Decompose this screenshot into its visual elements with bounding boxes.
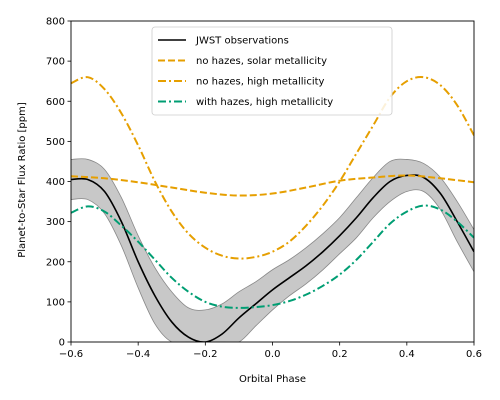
x-tick-label: 0.6 [466,349,482,360]
legend-label-jwst-observations: JWST observations [195,36,289,47]
legend-box [151,26,393,116]
y-axis-label: Planet-to-Star Flux Ratio [ppm] [17,102,28,258]
y-tick-label: 500 [46,137,65,148]
y-tick-label: 100 [46,297,65,308]
x-tick-label: −0.2 [193,349,217,360]
plot-area [71,76,474,342]
y-tick-label: 600 [46,97,65,108]
x-tick-label: 0.0 [265,349,281,360]
legend-label-no-hazes-solar-metallicity: no hazes, solar metallicity [196,56,327,67]
jwst-observations-upper-bound [71,158,474,311]
x-tick-label: −0.4 [126,349,150,360]
x-tick-label: −0.6 [59,349,83,360]
x-tick-label: 0.4 [399,349,415,360]
y-tick-label: 200 [46,257,65,268]
no-hazes-high-metallicity-line [71,76,474,260]
y-tick-label: 700 [46,57,65,68]
with-hazes-high-metallicity-line [71,204,474,309]
legend: JWST observations no hazes, solar metalli… [151,26,393,116]
y-tick-label: 400 [46,177,65,188]
y-tick-label: 0 [59,338,65,349]
axes: −0.6 −0.4 −0.2 0.0 0.2 0.4 0.6 0 100 200 300 400 500… [46,17,482,361]
legend-label-no-hazes-high-metallicity: no hazes, high metallicity [196,77,325,88]
y-tick-label: 300 [46,217,65,228]
jwst-observations-line [71,174,474,342]
y-tick-label: 800 [46,17,65,28]
no-hazes-solar-metallicity-line [71,174,474,197]
jwst-observations-lower-bound [71,189,474,342]
jwst-observations-uncertainty-band [71,158,474,342]
x-axis-label: Orbital Phase [239,374,306,385]
legend-label-with-hazes-high-metallicity: with hazes, high metallicity [196,97,333,108]
x-tick-label: 0.2 [332,349,348,360]
